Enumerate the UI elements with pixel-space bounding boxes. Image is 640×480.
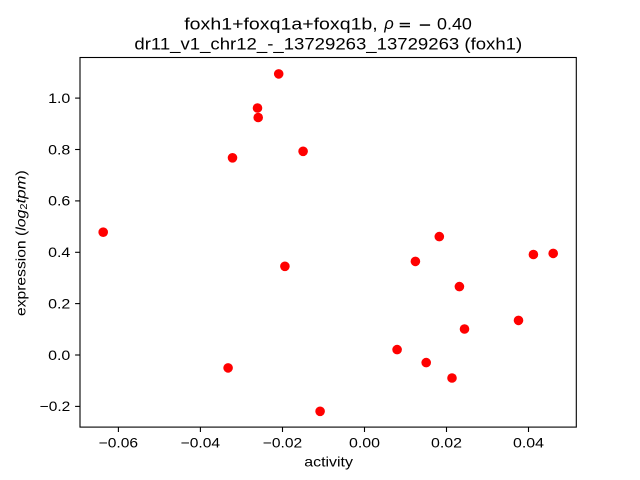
- svg-text:activity: activity: [304, 454, 353, 470]
- svg-text:0.4: 0.4: [48, 244, 71, 260]
- svg-text:ρ: ρ: [383, 14, 394, 33]
- svg-text:dr11_v1_chr12_-_13729263_13729: dr11_v1_chr12_-_13729263_13729263 (foxh1…: [134, 35, 522, 54]
- svg-text:0.8: 0.8: [48, 141, 71, 157]
- svg-text:0.40: 0.40: [437, 15, 472, 34]
- svg-text:−0.06: −0.06: [99, 435, 139, 451]
- svg-text:−0.02: −0.02: [263, 435, 303, 451]
- svg-text:1.0: 1.0: [48, 90, 71, 106]
- svg-text:0.0: 0.0: [48, 347, 71, 363]
- svg-text:0.2: 0.2: [48, 295, 71, 311]
- svg-text:0.00: 0.00: [349, 435, 380, 451]
- svg-text:expression (: expression (: [13, 230, 29, 316]
- svg-text:tpm: tpm: [13, 176, 29, 204]
- svg-text:foxh1+foxq1a+foxq1b,: foxh1+foxq1a+foxq1b,: [184, 15, 378, 34]
- svg-text:0.04: 0.04: [513, 435, 544, 451]
- svg-text:0.02: 0.02: [431, 435, 462, 451]
- svg-text:2: 2: [19, 203, 30, 209]
- svg-text:−0.2: −0.2: [40, 398, 71, 414]
- svg-text:log: log: [13, 209, 29, 231]
- svg-text:0.6: 0.6: [48, 193, 71, 209]
- svg-text:): ): [13, 170, 29, 175]
- svg-text:−0.04: −0.04: [181, 435, 221, 451]
